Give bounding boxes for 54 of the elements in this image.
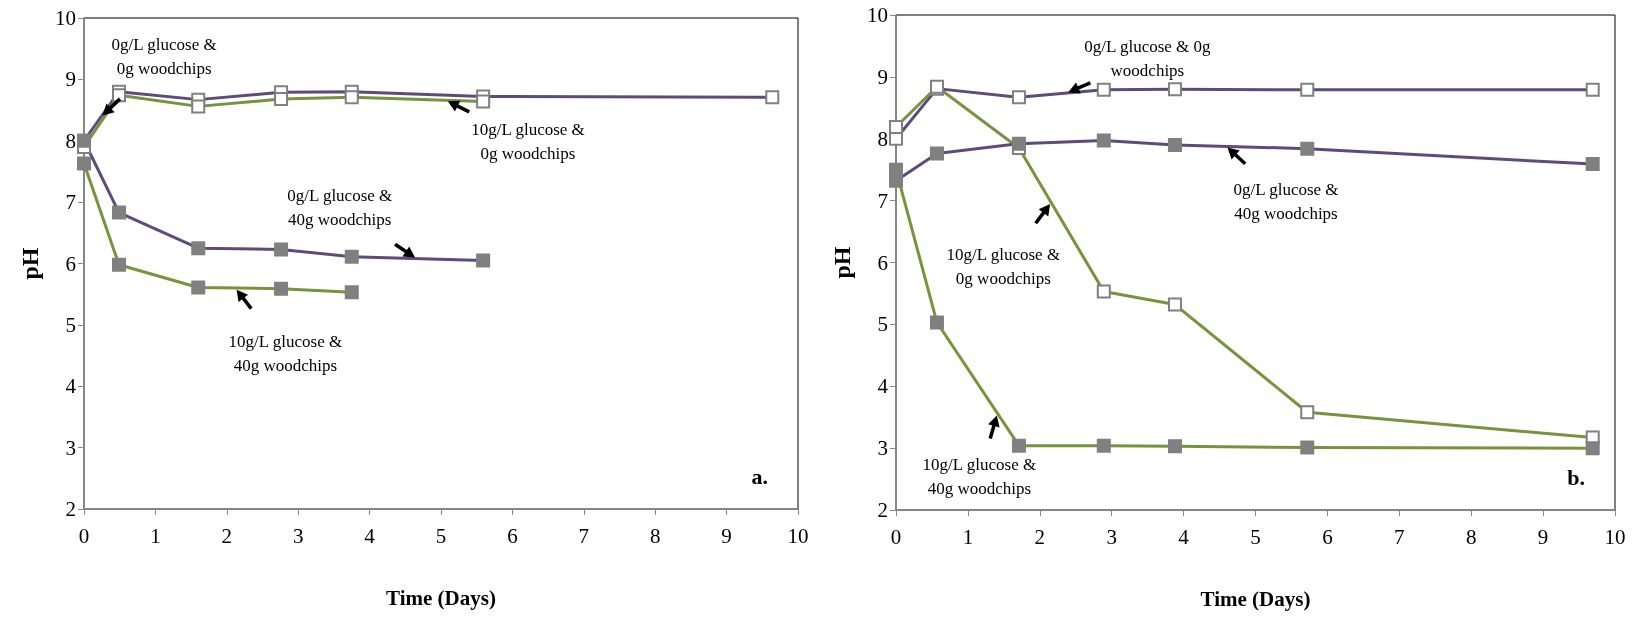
y-tick-label: 8 [65,128,76,153]
x-tick-label: 9 [721,523,732,548]
y-tick-label: 7 [877,188,888,213]
y-tick-label: 9 [65,67,76,92]
x-axis-title: Time (Days) [386,585,496,610]
x-axis-title: Time (Days) [1200,586,1311,611]
y-tick-label: 5 [65,312,76,337]
x-tick-label: 3 [1106,524,1117,549]
y-tick-label: 3 [877,436,888,461]
x-tick-label: 7 [578,523,590,548]
x-tick-label: 0 [890,524,902,549]
y-tick-label: 10 [55,6,76,30]
x-tick-label: 0 [78,523,90,548]
y-tick-label: 4 [65,374,77,399]
annotation: 10g/L glucose & 40g woodchips [922,454,1037,498]
y-tick-label: 5 [877,312,888,337]
annotation: b. [1567,464,1586,490]
annotation: 0g/L glucose & 40g woodchips [287,186,393,230]
annotation: 10g/L glucose & 0g woodchips [471,119,585,163]
annotation: 10g/L glucose & 40g woodchips [228,331,343,375]
y-tick-label: 3 [65,435,76,460]
x-tick-label: 5 [435,523,447,548]
annotation: 0g/L glucose & 0g woodchips [1084,37,1212,81]
y-tick-label: 7 [65,190,76,215]
x-tick-label: 4 [1178,524,1190,549]
annotation: a. [751,463,768,489]
x-tick-label: 2 [221,523,233,548]
x-tick-label: 3 [292,523,304,548]
y-tick-label: 2 [65,497,76,521]
x-tick-label: 10 [1604,524,1626,549]
x-tick-label: 6 [1322,524,1333,549]
y-tick-label: 9 [877,64,888,89]
annotation: 10g/L glucose & 0g woodchips [946,244,1061,288]
x-tick-label: 8 [649,523,661,548]
x-tick-label: 7 [1394,524,1405,549]
annotation: 0g/L glucose & 40g woodchips [1233,179,1339,223]
annotation: 0g/L glucose & 0g woodchips [111,35,217,79]
x-tick-label: 2 [1034,524,1046,549]
y-tick-label: 4 [877,374,889,399]
x-tick-label: 9 [1537,524,1549,549]
y-axis-title: pH [829,246,855,279]
x-tick-label: 5 [1250,524,1261,549]
y-tick-label: 8 [877,126,888,151]
x-tick-label: 4 [364,523,376,548]
x-tick-label: 8 [1465,524,1477,549]
x-tick-label: 10 [787,523,809,548]
y-tick-label: 2 [877,498,888,522]
x-tick-label: 1 [150,523,161,548]
y-tick-label: 6 [65,251,76,276]
x-tick-label: 1 [962,524,974,549]
x-tick-label: 6 [507,523,518,548]
y-tick-label: 10 [867,3,888,27]
y-axis-title: pH [17,247,43,280]
y-tick-label: 6 [877,250,888,275]
